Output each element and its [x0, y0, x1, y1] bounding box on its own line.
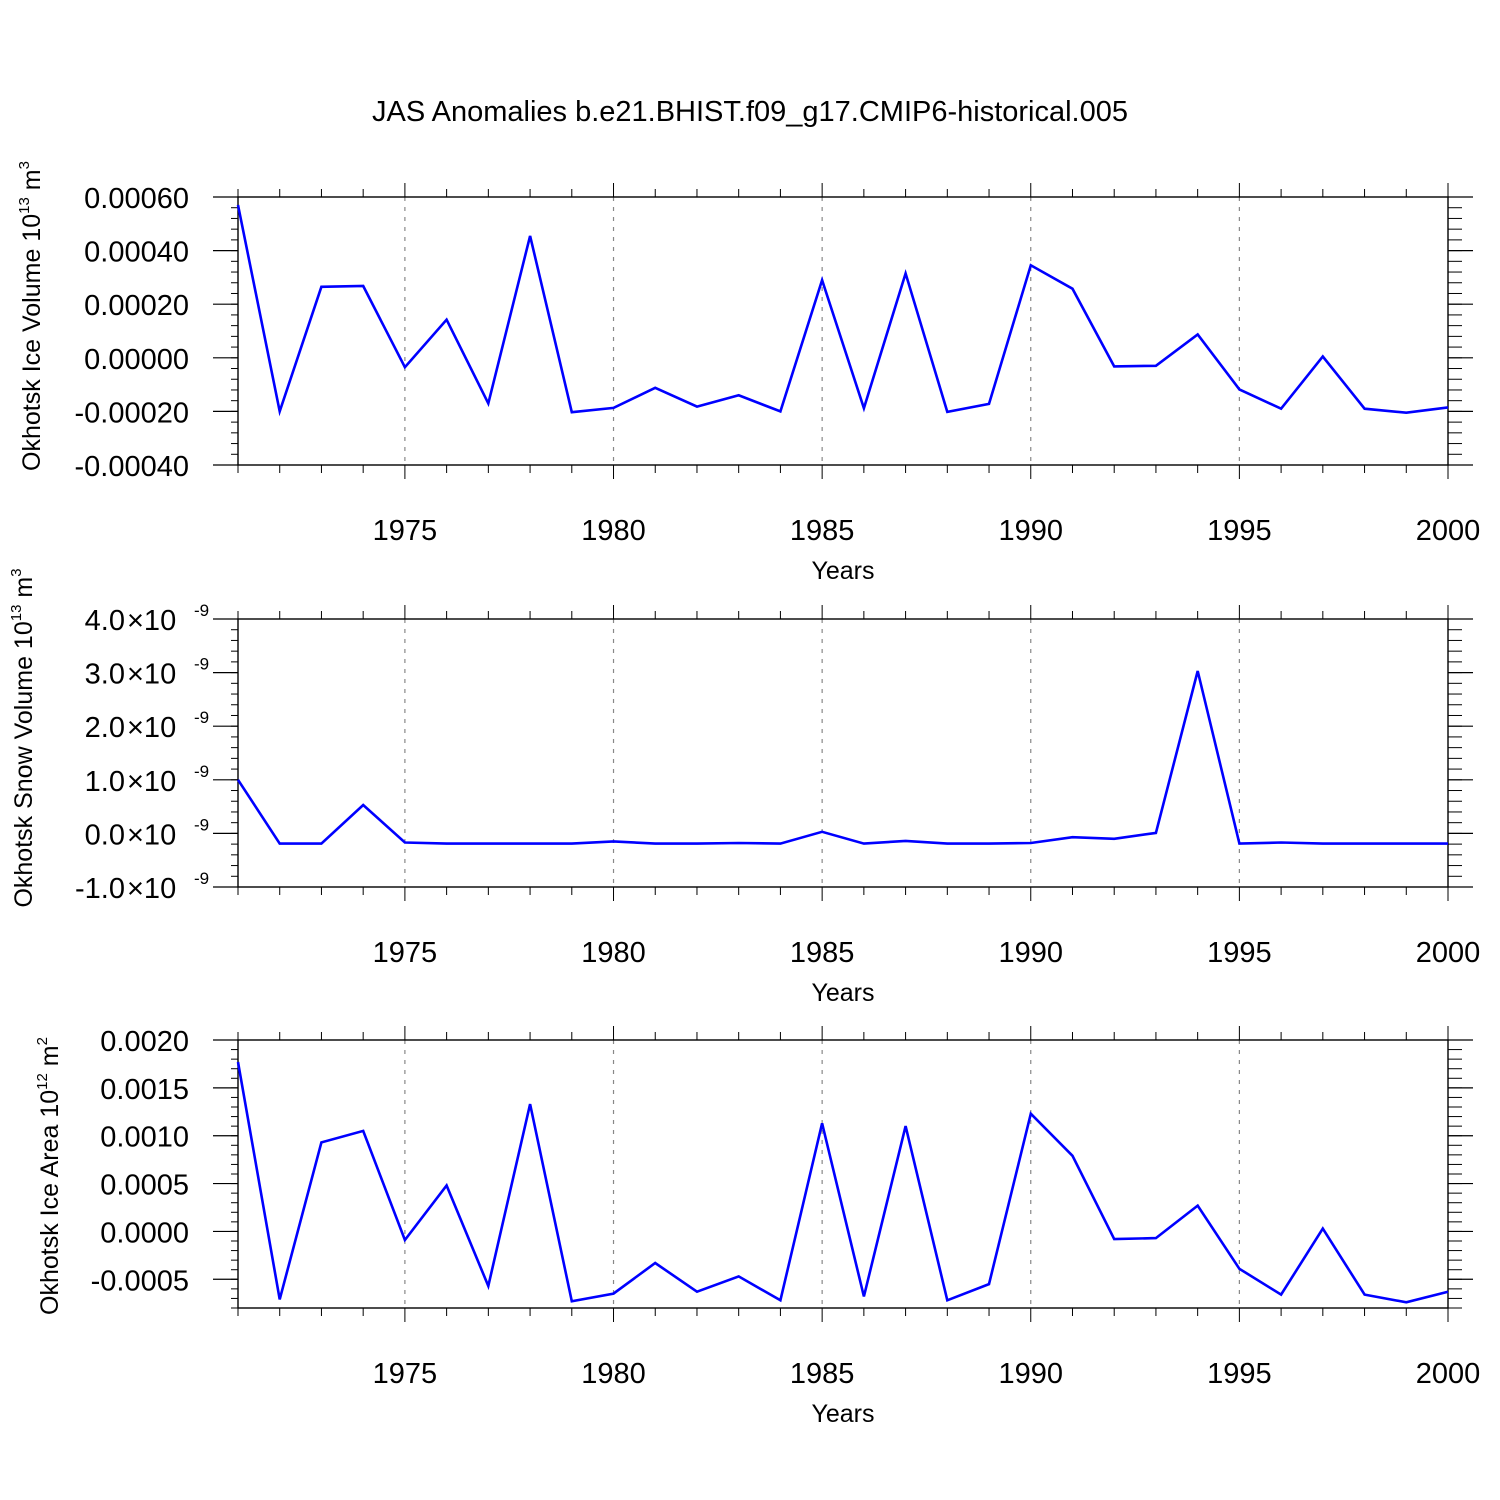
y-tick-label: -1.0: [75, 873, 125, 905]
plot-frame: [237, 1039, 1449, 1309]
x-tick-label: 1980: [581, 937, 646, 969]
chart-panel-1: 1975 1980 1985 1990 1995 2000 Years -0.00040 -0.…: [16, 161, 1480, 585]
plot-frame: [237, 618, 1449, 888]
y-tick-label: 0.0020: [100, 1026, 189, 1058]
y-tick-label: 0.0015: [100, 1074, 189, 1106]
chart-panels: 1975 1980 1985 1990 1995 2000 Years -0.00040 -0.…: [8, 161, 1480, 1428]
x-tick-label: 1975: [373, 1358, 438, 1390]
y-tick-label: 0.0005: [100, 1170, 189, 1202]
y-tick-multiplier: ×10: [127, 605, 176, 637]
x-tick-label: 1975: [373, 515, 438, 547]
y-tick-exponent: -9: [194, 601, 209, 620]
y-tick-label: 1.0: [85, 766, 125, 798]
y-tick-exponent: -9: [194, 655, 209, 674]
x-axis-label: Years: [811, 979, 874, 1007]
series-line: [236, 1061, 1449, 1304]
y-axis-label: Okhotsk Ice Volume 1013 m3: [16, 161, 46, 471]
y-tick-label: 4.0: [85, 605, 125, 637]
x-tick-label: 1985: [790, 515, 855, 547]
y-tick-multiplier: ×10: [127, 766, 176, 798]
y-tick-label: 0.00060: [84, 183, 189, 215]
x-tick-label: 1995: [1207, 937, 1272, 969]
y-tick-label: -0.00020: [75, 397, 190, 429]
y-tick-multiplier: ×10: [127, 819, 176, 851]
x-tick-label: 2000: [1416, 1358, 1481, 1390]
x-tick-label: 1985: [790, 1358, 855, 1390]
y-tick-exponent: -9: [194, 815, 209, 834]
y-tick-label: 0.0010: [100, 1122, 189, 1154]
y-tick-label: 0.00020: [84, 290, 189, 322]
y-tick-label: 2.0: [85, 712, 125, 744]
x-axis-label: Years: [811, 1400, 874, 1428]
x-axis-label: Years: [811, 557, 874, 585]
x-tick-label: 1995: [1207, 1358, 1272, 1390]
chart-panel-3: 1975 1980 1985 1990 1995 2000 Years -0.0005 0.00…: [34, 1026, 1480, 1428]
y-tick-label: 0.00000: [84, 344, 189, 376]
y-tick-label: -0.00040: [75, 451, 190, 483]
x-tick-label: 1975: [373, 937, 438, 969]
y-tick-label: 0.00040: [84, 237, 189, 269]
y-tick-label: -0.0005: [91, 1265, 189, 1297]
y-tick-label: 0.0: [85, 819, 125, 851]
y-tick-label: 0.0000: [100, 1217, 189, 1249]
y-tick-multiplier: ×10: [127, 659, 176, 691]
y-tick-exponent: -9: [194, 869, 209, 888]
x-tick-label: 1985: [790, 937, 855, 969]
series-line: [236, 204, 1449, 417]
y-tick-label: 3.0: [85, 659, 125, 691]
x-tick-label: 2000: [1416, 515, 1481, 547]
x-tick-label: 1990: [999, 1358, 1064, 1390]
x-tick-label: 1990: [999, 937, 1064, 969]
y-tick-multiplier: ×10: [127, 873, 176, 905]
x-tick-label: 1995: [1207, 515, 1272, 547]
y-tick-multiplier: ×10: [127, 712, 176, 744]
y-axis-label: Okhotsk Snow Volume 1013 m3: [8, 568, 38, 907]
x-tick-label: 1980: [581, 1358, 646, 1390]
plot-frame: [237, 196, 1449, 466]
x-tick-label: 1990: [999, 515, 1064, 547]
y-tick-exponent: -9: [194, 708, 209, 727]
figure-title: JAS Anomalies b.e21.BHIST.f09_g17.CMIP6-…: [372, 96, 1128, 128]
x-tick-label: 1980: [581, 515, 646, 547]
series-line: [236, 670, 1448, 845]
x-tick-label: 2000: [1416, 937, 1481, 969]
y-axis-label: Okhotsk Ice Area 1012 m2: [34, 1037, 64, 1315]
y-tick-exponent: -9: [194, 762, 209, 781]
